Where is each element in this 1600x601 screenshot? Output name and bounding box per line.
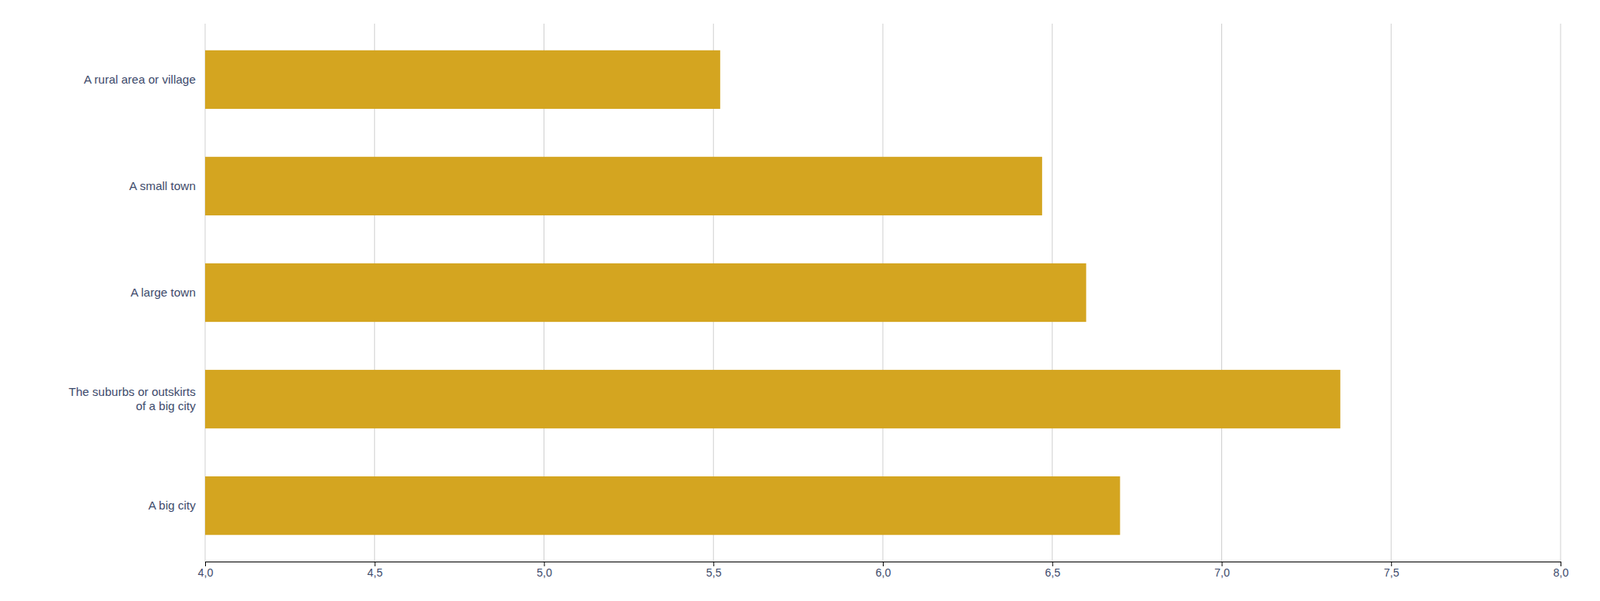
- grid-line: [1221, 23, 1223, 562]
- x-tick: 7,5: [1383, 561, 1400, 580]
- x-tick-label: 6,5: [1045, 566, 1062, 580]
- x-tick: 4,5: [367, 561, 384, 580]
- x-tick: 4,0: [198, 561, 214, 580]
- x-tick: 6,0: [875, 561, 892, 580]
- y-tick-label: A rural area or village: [83, 72, 196, 86]
- x-tick-label: 5,0: [536, 566, 553, 580]
- x-tick-label: 5,5: [706, 566, 722, 580]
- x-tick-label: 4,5: [367, 566, 384, 580]
- x-tick: 5,0: [536, 561, 553, 580]
- bar: [205, 476, 1121, 535]
- y-tick: A large town: [130, 285, 206, 300]
- chart: 4,0 4,5 5,0 5,5 6,0 6,5 7,0 7,5 8,0 A big city The…: [0, 0, 1600, 601]
- y-tick-label: The suburbs or outskirtsof a big city: [68, 385, 196, 413]
- x-tick-label: 8,0: [1553, 566, 1570, 580]
- x-tick-label: 4,0: [198, 566, 214, 580]
- x-tick: 6,5: [1045, 561, 1062, 580]
- grid-line: [1560, 23, 1562, 562]
- y-tick: The suburbs or outskirtsof a big city: [68, 385, 206, 413]
- x-axis: 4,0 4,5 5,0 5,5 6,0 6,5 7,0 7,5 8,0: [198, 561, 1570, 580]
- x-tick: 8,0: [1553, 561, 1570, 580]
- grid-line: [1390, 23, 1392, 562]
- x-tick-label: 7,5: [1383, 566, 1400, 580]
- y-tick-label: A small town: [129, 179, 196, 193]
- bars: [205, 50, 1341, 535]
- y-tick-label: A large town: [130, 285, 196, 300]
- x-tick: 7,0: [1214, 561, 1230, 580]
- y-tick-label: A big city: [148, 498, 197, 513]
- bar: [205, 263, 1087, 322]
- x-tick-label: 7,0: [1214, 566, 1230, 580]
- x-tick: 5,5: [706, 561, 722, 580]
- y-axis: A big city The suburbs or outskirtsof a b…: [68, 72, 206, 513]
- y-tick: A small town: [129, 179, 206, 193]
- x-tick-label: 6,0: [875, 566, 892, 580]
- y-tick: A rural area or village: [83, 72, 206, 86]
- y-tick: A big city: [148, 498, 206, 513]
- plot: 4,0 4,5 5,0 5,5 6,0 6,5 7,0 7,5 8,0 A big city The…: [68, 23, 1569, 580]
- grid: [205, 23, 1561, 562]
- bar: [205, 370, 1341, 429]
- bar: [205, 157, 1043, 216]
- bar: [205, 50, 721, 109]
